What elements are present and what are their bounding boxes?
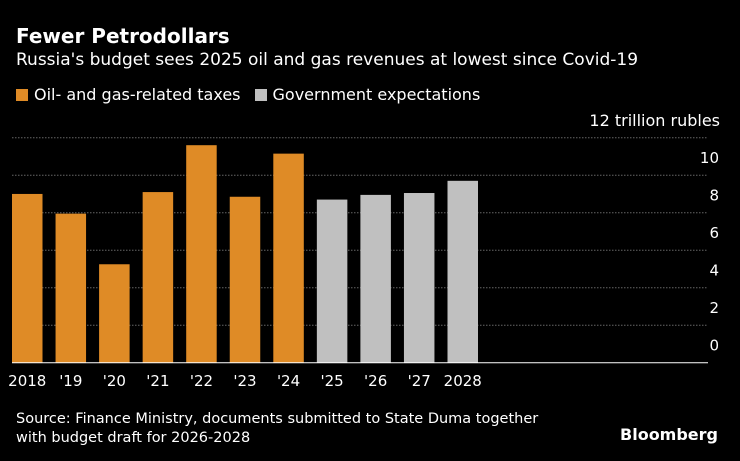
- x-tick-label: '25: [320, 372, 343, 390]
- legend-label: Oil- and gas-related taxes: [34, 85, 241, 104]
- legend-swatch-expectations: [254, 88, 267, 101]
- source-note: Source: Finance Ministry, documents subm…: [16, 410, 538, 448]
- bar: [99, 264, 130, 363]
- chart-title: Fewer Petrodollars: [16, 24, 230, 48]
- source-line: Source: Finance Ministry, documents subm…: [16, 411, 539, 427]
- legend-swatch-taxes: [16, 88, 28, 101]
- bar: [142, 192, 174, 363]
- x-tick-label: 2028: [444, 372, 482, 390]
- x-tick-label: '24: [277, 372, 300, 390]
- bar: [316, 199, 348, 363]
- x-tick-label: '22: [190, 372, 213, 390]
- bar: [403, 193, 435, 363]
- y-tick-label: 4: [709, 262, 719, 280]
- bar: [360, 194, 391, 363]
- y-tick-label: 0: [709, 337, 719, 355]
- source-line: with budget draft for 2026-2028: [16, 430, 251, 446]
- x-tick-label: '20: [103, 372, 126, 390]
- bar: [273, 153, 304, 363]
- x-tick-label: '23: [233, 372, 256, 390]
- chart-subtitle: Russia's budget sees 2025 oil and gas re…: [16, 50, 639, 70]
- bar: [229, 196, 261, 363]
- bar: [12, 193, 43, 363]
- legend: Oil- and gas-related taxes Government ex…: [16, 85, 480, 104]
- x-tick-label: '19: [59, 372, 82, 390]
- bar: [186, 145, 217, 363]
- bar: [55, 213, 87, 363]
- y-unit-label: 12 trillion rubles: [589, 111, 720, 130]
- x-tick-label: '21: [146, 372, 169, 390]
- y-tick-label: 6: [709, 224, 719, 242]
- y-tick-label: 2: [709, 299, 719, 317]
- legend-label: Government expectations: [272, 85, 481, 104]
- y-tick-label: 8: [709, 187, 719, 205]
- legend-item-taxes: Oil- and gas-related taxes: [16, 85, 241, 104]
- x-tick-label: '27: [408, 372, 431, 390]
- y-tick-label: 10: [700, 149, 719, 167]
- x-tick-label: '26: [364, 372, 387, 390]
- legend-item-expectations: Government expectations: [254, 85, 481, 104]
- bar: [447, 180, 478, 363]
- x-tick-label: 2018: [8, 372, 46, 390]
- bloomberg-logo: Bloomberg: [620, 425, 718, 444]
